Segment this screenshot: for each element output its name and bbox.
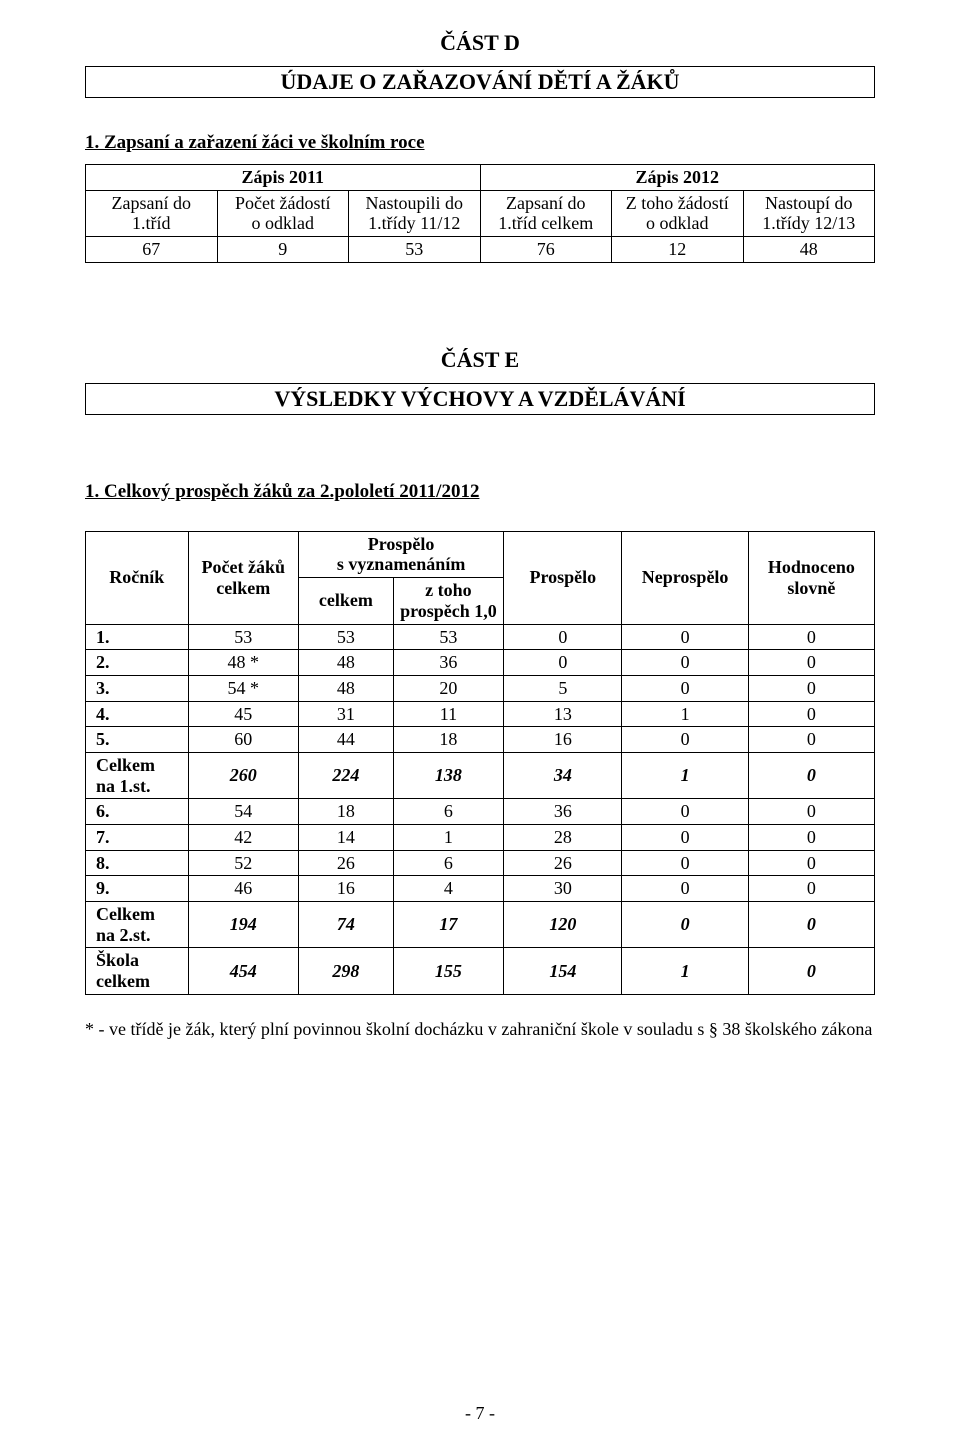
zapis-2011-head: Zápis 2011 [86, 165, 481, 191]
zapis-col1: Zapsaní do 1.tříd [86, 190, 218, 236]
res-h3-sub2: z toho prospěch 1,0 [393, 578, 503, 624]
res-h2: Počet žáků celkem [188, 531, 298, 624]
zapis-2012-head: Zápis 2012 [480, 165, 875, 191]
table-row: 9. 46 16 4 30 0 0 [86, 876, 875, 902]
zapis-val2: 9 [217, 237, 349, 263]
zapis-val4: 76 [480, 237, 612, 263]
part-e-boxed-title: VÝSLEDKY VÝCHOVY A VZDĚLÁVÁNÍ [85, 383, 875, 415]
results-table: Ročník Počet žáků celkem Prospělo s vyzn… [85, 531, 875, 995]
table-row: 2. 48 * 48 36 0 0 0 [86, 650, 875, 676]
part-d-label: ČÁST D [85, 30, 875, 56]
zapis-val5: 12 [612, 237, 744, 263]
table-row: 3. 54 * 48 20 5 0 0 [86, 675, 875, 701]
part-e-subheading: 1. Celkový prospěch žáků za 2.pololetí 2… [85, 481, 875, 503]
zapis-col3: Nastoupili do 1.třídy 11/12 [349, 190, 481, 236]
summary-row-1st: Celkem na 1.st. 260 224 138 34 1 0 [86, 752, 875, 798]
res-h4: Prospělo [504, 531, 622, 624]
table-row: 6. 54 18 6 36 0 0 [86, 799, 875, 825]
table-row: 7. 42 14 1 28 0 0 [86, 825, 875, 851]
page-number: - 7 - [0, 1403, 960, 1424]
zapis-val1: 67 [86, 237, 218, 263]
summary-row-total: Škola celkem 454 298 155 154 1 0 [86, 948, 875, 994]
res-h3-sub1: celkem [299, 578, 394, 624]
res-h1: Ročník [86, 531, 189, 624]
zapis-col6: Nastoupí do 1.třídy 12/13 [743, 190, 875, 236]
zapis-col5: Z toho žádostí o odklad [612, 190, 744, 236]
zapis-val3: 53 [349, 237, 481, 263]
zapis-col4: Zapsaní do 1.tříd celkem [480, 190, 612, 236]
table-row: 5. 60 44 18 16 0 0 [86, 727, 875, 753]
zapis-col2: Počet žádostí o odklad [217, 190, 349, 236]
table-row: 4. 45 31 11 13 1 0 [86, 701, 875, 727]
res-h5: Neprospělo [622, 531, 748, 624]
part-d-boxed-title: ÚDAJE O ZAŘAZOVÁNÍ DĚTÍ A ŽÁKŮ [85, 66, 875, 98]
part-d-subheading: 1. Zapsaní a zařazení žáci ve školním ro… [85, 132, 875, 154]
table-row: 1. 53 53 53 0 0 0 [86, 624, 875, 650]
part-e-label: ČÁST E [85, 347, 875, 373]
summary-row-2st: Celkem na 2.st. 194 74 17 120 0 0 [86, 902, 875, 948]
zapis-table: Zápis 2011 Zápis 2012 Zapsaní do 1.tříd … [85, 164, 875, 263]
res-h3: Prospělo s vyznamenáním [299, 531, 504, 577]
footnote: * - ve třídě je žák, který plní povinnou… [85, 1019, 875, 1040]
res-h6: Hodnoceno slovně [748, 531, 874, 624]
table-row: 8. 52 26 6 26 0 0 [86, 850, 875, 876]
zapis-val6: 48 [743, 237, 875, 263]
